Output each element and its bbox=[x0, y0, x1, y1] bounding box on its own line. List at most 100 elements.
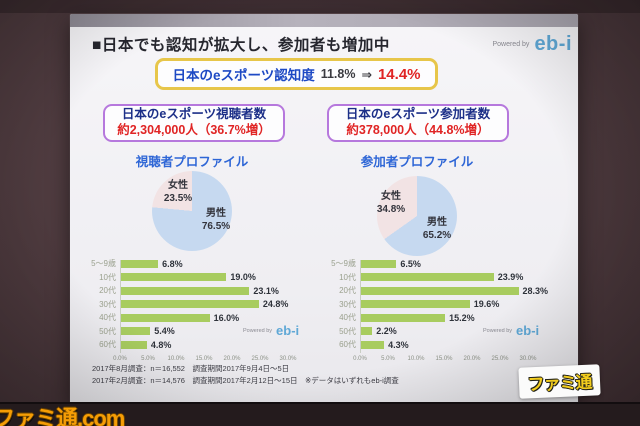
bar-fill bbox=[360, 286, 519, 295]
bar-fill bbox=[360, 327, 373, 336]
bar-row: 60代 4.3% bbox=[311, 338, 563, 352]
survey-footnotes: 2017年8月調査：n＝16,552 調査期間2017年9月4日～5日 2017… bbox=[92, 363, 399, 386]
x-axis-tick-label: 0.0% bbox=[353, 356, 367, 362]
bar-category-label: 60代 bbox=[99, 340, 116, 350]
bar-row: 5～9歳 6.8% bbox=[71, 257, 323, 271]
famitsu-com-watermark: ファミ通.com bbox=[0, 406, 125, 426]
awareness-label: 日本のeスポーツ認知度 bbox=[172, 68, 315, 83]
x-axis-tick-label: 0.0% bbox=[113, 356, 127, 362]
wall-top-shadow bbox=[0, 0, 640, 13]
bar-category-label: 10代 bbox=[99, 272, 116, 282]
powered-by-ebi: Powered by eb-i bbox=[492, 33, 572, 56]
x-axis-tick-label: 10.0% bbox=[407, 356, 425, 362]
participant-age-bar-chart: 5～9歳 6.5% 10代 23.9% 20代 28.3% 30代 19.6% 40代 15.2%… bbox=[311, 257, 563, 369]
viewer-age-bar-chart: 5～9歳 6.8% 10代 19.0% 20代 23.1% 30代 24.8% 40代 16.0%… bbox=[71, 257, 323, 369]
ebi-logo: eb-i bbox=[516, 323, 540, 338]
bar-fill bbox=[360, 313, 446, 322]
bar-category-label: 20代 bbox=[339, 286, 356, 296]
bar-value-label: 6.8% bbox=[162, 258, 183, 269]
bar-category-label: 20代 bbox=[99, 286, 116, 296]
x-axis-tick-label: 25.0% bbox=[491, 356, 509, 362]
bar-value-label: 15.2% bbox=[449, 312, 475, 323]
pie-label-male: 男性 65.2% bbox=[422, 217, 452, 241]
pie-disc bbox=[152, 171, 232, 251]
bar-fill bbox=[360, 300, 470, 309]
bar-category-label: 50代 bbox=[339, 326, 356, 336]
bar-value-label: 24.8% bbox=[262, 299, 289, 310]
x-axis-tick-label: 5.0% bbox=[381, 356, 395, 362]
bar-value-label: 2.2% bbox=[376, 326, 397, 337]
bar-fill bbox=[120, 259, 159, 268]
ebi-logo: eb-i bbox=[534, 33, 572, 55]
powered-by-label: Powered by bbox=[243, 327, 273, 334]
pie-label-female: 女性 34.8% bbox=[376, 191, 406, 215]
bar-fill bbox=[120, 327, 151, 336]
bar-fill bbox=[360, 340, 385, 349]
viewers-stat-title: 日本のeスポーツ視聴者数 bbox=[121, 107, 267, 122]
pie-disc bbox=[377, 176, 457, 256]
participants-stat-box: 日本のeスポーツ参加者数 約378,000人（44.8%増） bbox=[327, 104, 509, 142]
slide: ■日本でも認知が拡大し、参加者も増加中 Powered by eb-i 日本のe… bbox=[70, 27, 578, 403]
bar-fill bbox=[120, 313, 210, 322]
bar-row: 60代 4.8% bbox=[71, 338, 323, 352]
bar-category-label: 30代 bbox=[99, 299, 116, 309]
bar-category-label: 40代 bbox=[99, 313, 116, 323]
bar-fill bbox=[120, 300, 259, 309]
pie-label-male: 男性 76.5% bbox=[201, 208, 231, 232]
bar-value-label: 23.9% bbox=[497, 272, 524, 283]
x-axis-tick-label: 25.0% bbox=[251, 356, 269, 362]
x-axis-tick-label: 15.0% bbox=[435, 356, 453, 362]
bar-category-label: 30代 bbox=[339, 299, 356, 309]
bar-category-label: 5～9歳 bbox=[331, 259, 356, 269]
bar-row: 5～9歳 6.5% bbox=[311, 257, 563, 271]
footnote-line-2: 2017年2月調査：n＝14,576 調査期間2017年2月12日～15日 ※デ… bbox=[92, 375, 399, 385]
participant-gender-pie-chart: 女性 34.8% 男性 65.2% bbox=[377, 176, 457, 256]
bar-row: 50代 5.4% bbox=[71, 325, 323, 339]
bar-rows: 5～9歳 6.8% 10代 19.0% 20代 23.1% 30代 24.8% 40代 16.0%… bbox=[71, 257, 323, 352]
bar-value-label: 5.4% bbox=[154, 326, 175, 337]
viewer-profile-title: 視聴者プロファイル bbox=[135, 155, 249, 169]
x-axis-tick-label: 15.0% bbox=[195, 356, 213, 362]
x-axis-tick-label: 30.0% bbox=[279, 356, 297, 362]
participants-stat-title: 日本のeスポーツ参加者数 bbox=[345, 107, 491, 122]
awareness-rate-box: 日本のeスポーツ認知度 11.8% ⇒ 14.4% bbox=[155, 58, 438, 90]
bar-value-label: 28.3% bbox=[522, 285, 549, 296]
bar-row: 40代 15.2% bbox=[311, 311, 563, 325]
x-axis-ticks: 0.0% 5.0% 10.0% 15.0% 20.0% 25.0% 30.0% bbox=[71, 356, 323, 366]
footnote-line-1: 2017年8月調査：n＝16,552 調査期間2017年9月4日～5日 bbox=[92, 364, 290, 373]
bar-row: 40代 16.0% bbox=[71, 311, 323, 325]
participants-stat-value: 約378,000人（44.8%増） bbox=[346, 123, 490, 137]
x-axis-tick-label: 20.0% bbox=[223, 356, 241, 362]
bar-row: 30代 19.6% bbox=[311, 298, 563, 312]
bar-category-label: 5～9歳 bbox=[91, 259, 116, 269]
bar-category-label: 60代 bbox=[339, 340, 356, 350]
bar-fill bbox=[120, 286, 250, 295]
viewers-stat-box: 日本のeスポーツ視聴者数 約2,304,000人（36.7%増） bbox=[103, 104, 285, 142]
screen-housing-strip bbox=[70, 14, 578, 27]
awareness-value-before: 11.8% bbox=[320, 67, 356, 81]
bar-value-label: 16.0% bbox=[213, 312, 240, 323]
powered-by-label: Powered by bbox=[483, 327, 513, 334]
x-axis-tick-label: 5.0% bbox=[141, 356, 155, 362]
x-axis-tick-label: 30.0% bbox=[519, 356, 537, 362]
bar-fill bbox=[360, 273, 494, 282]
pie-label-female: 女性 23.5% bbox=[163, 180, 193, 204]
bar-value-label: 19.6% bbox=[473, 299, 500, 310]
bar-row: 10代 19.0% bbox=[71, 271, 323, 285]
bar-row: 10代 23.9% bbox=[311, 271, 563, 285]
awareness-value-after: 14.4% bbox=[377, 65, 421, 83]
powered-by-ebi-small: Powered by eb-i bbox=[483, 323, 539, 338]
bar-row: 20代 28.3% bbox=[311, 284, 563, 298]
arrow-icon: ⇒ bbox=[361, 67, 372, 82]
bar-value-label: 23.1% bbox=[253, 285, 279, 296]
bar-row: 30代 24.8% bbox=[71, 298, 323, 312]
bar-fill bbox=[120, 273, 227, 282]
bar-category-label: 40代 bbox=[339, 313, 356, 323]
y-axis-line bbox=[360, 260, 361, 353]
participant-profile-title: 参加者プロファイル bbox=[360, 155, 474, 169]
ebi-logo: eb-i bbox=[276, 323, 300, 338]
bar-fill bbox=[120, 340, 147, 349]
bar-value-label: 4.3% bbox=[388, 339, 409, 350]
slide-title: ■日本でも認知が拡大し、参加者も増加中 bbox=[92, 37, 390, 54]
